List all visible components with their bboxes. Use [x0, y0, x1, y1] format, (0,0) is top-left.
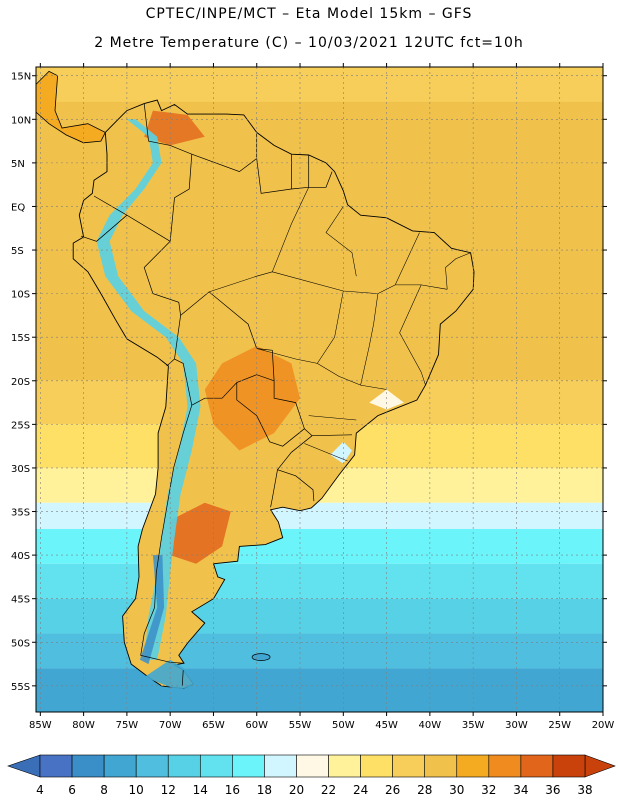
- longitude-label: 20W: [592, 720, 615, 731]
- state-border: [360, 293, 379, 386]
- state-border: [317, 290, 344, 364]
- tierra-del-fuego-cold: [144, 659, 205, 691]
- latitude-label: 35S: [11, 508, 30, 519]
- country-border: [166, 358, 175, 367]
- andes-cold-ridge: [96, 119, 201, 660]
- country-border: [80, 214, 128, 242]
- ocean-temperature-band: [36, 528, 603, 564]
- country-border: [174, 291, 275, 406]
- andes-cold-core: [139, 555, 165, 665]
- map-title-line-1: CPTEC/INPE/MCT – Eta Model 15km – GFS: [145, 6, 473, 22]
- state-border: [312, 434, 353, 436]
- state-border: [209, 271, 448, 294]
- latitude-label: 20S: [11, 377, 30, 388]
- latitude-label: 10S: [11, 290, 30, 301]
- latitude-label: 45S: [11, 595, 30, 606]
- state-border: [308, 415, 357, 421]
- venezuela-hot-region: [144, 110, 205, 146]
- patagonia-north-hot-region: [170, 502, 231, 564]
- longitude-label: 65W: [202, 720, 225, 731]
- ocean-temperature-band: [36, 563, 603, 599]
- ocean-temperature-band: [36, 598, 603, 634]
- map-frame: [35, 66, 604, 713]
- state-border: [325, 206, 357, 277]
- latitude-label: 5N: [11, 159, 25, 170]
- longitude-label: 40W: [419, 720, 442, 731]
- country-border: [236, 380, 305, 447]
- latitude-label: EQ: [11, 202, 25, 213]
- longitude-label: 60W: [245, 720, 268, 731]
- country-border: [270, 469, 278, 508]
- country-border: [140, 405, 193, 664]
- longitude-label: 75W: [116, 720, 139, 731]
- longitude-label: 85W: [29, 720, 52, 731]
- north-ocean-band: [36, 67, 603, 102]
- country-border: [191, 132, 258, 172]
- latitude-label: 55S: [11, 682, 30, 693]
- mantiqueira-cool-region: [369, 389, 404, 410]
- ocean-temperature-band: [36, 668, 603, 712]
- serra-geral-cool-region: [330, 441, 352, 464]
- state-border: [399, 284, 426, 386]
- longitude-label: 50W: [332, 720, 355, 731]
- map-title-line-2: 2 Metre Temperature (C) – 10/03/2021 12U…: [94, 35, 524, 51]
- latitude-label: 15N: [11, 72, 31, 83]
- longitude-label: 30W: [505, 720, 528, 731]
- longitude-label: 35W: [462, 720, 485, 731]
- latitude-label: 50S: [11, 638, 30, 649]
- ocean-temperature-band: [36, 633, 603, 669]
- longitude-label: 45W: [375, 720, 398, 731]
- latitude-label: 25S: [11, 420, 30, 431]
- latitude-label: 40S: [11, 551, 30, 562]
- longitude-label: 55W: [289, 720, 312, 731]
- state-border: [445, 252, 471, 290]
- longitude-label: 70W: [159, 720, 182, 731]
- state-border: [256, 348, 387, 390]
- state-border: [304, 443, 348, 462]
- country-border: [181, 670, 184, 686]
- latitude-label: 10N: [11, 115, 31, 126]
- longitude-label: 80W: [72, 720, 95, 731]
- ocean-temperature-band: [36, 502, 603, 529]
- state-border: [394, 232, 420, 286]
- state-border: [272, 187, 309, 272]
- latitude-label: 5S: [11, 246, 24, 257]
- latitude-label: 15S: [11, 333, 30, 344]
- latitude-label: 30S: [11, 464, 30, 475]
- falkland-islands: [251, 653, 271, 661]
- longitude-label: 25W: [548, 720, 571, 731]
- map-field-group: [36, 67, 603, 712]
